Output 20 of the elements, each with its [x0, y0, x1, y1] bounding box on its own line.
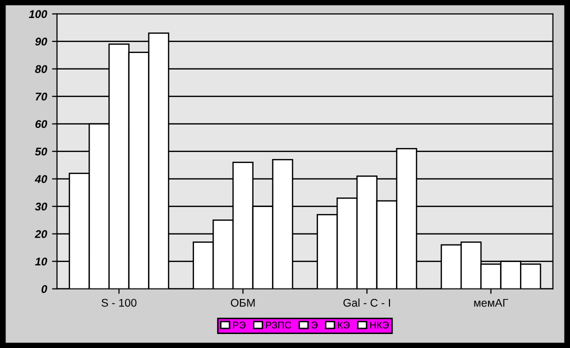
legend-label: РЗПС [266, 322, 292, 328]
y-tick-label: 90 [35, 38, 48, 46]
y-tick-label: 0 [42, 285, 48, 293]
y-tick-label: 40 [34, 175, 48, 184]
y-tick-label: 80 [35, 65, 48, 74]
y-tick-label: 20 [34, 230, 48, 238]
x-tick-label: ОБМ [230, 298, 255, 307]
legend-label: Э [311, 322, 318, 328]
y-tick-label: 30 [35, 202, 48, 210]
y-tick-label: 70 [36, 92, 48, 101]
x-tick-label: S - 100 [102, 298, 136, 307]
x-tick-label: мемАГ [474, 298, 508, 307]
legend-label: РЭ [233, 322, 246, 328]
y-tick-label: 100 [28, 10, 48, 18]
legend-label: НКЭ [370, 322, 389, 328]
x-tick-label: Gal - C - I [343, 298, 390, 307]
y-tick-label: 50 [35, 148, 48, 156]
y-tick-label: 10 [35, 258, 48, 266]
legend-label: КЭ [338, 322, 350, 328]
y-tick-label: 60 [35, 120, 48, 128]
